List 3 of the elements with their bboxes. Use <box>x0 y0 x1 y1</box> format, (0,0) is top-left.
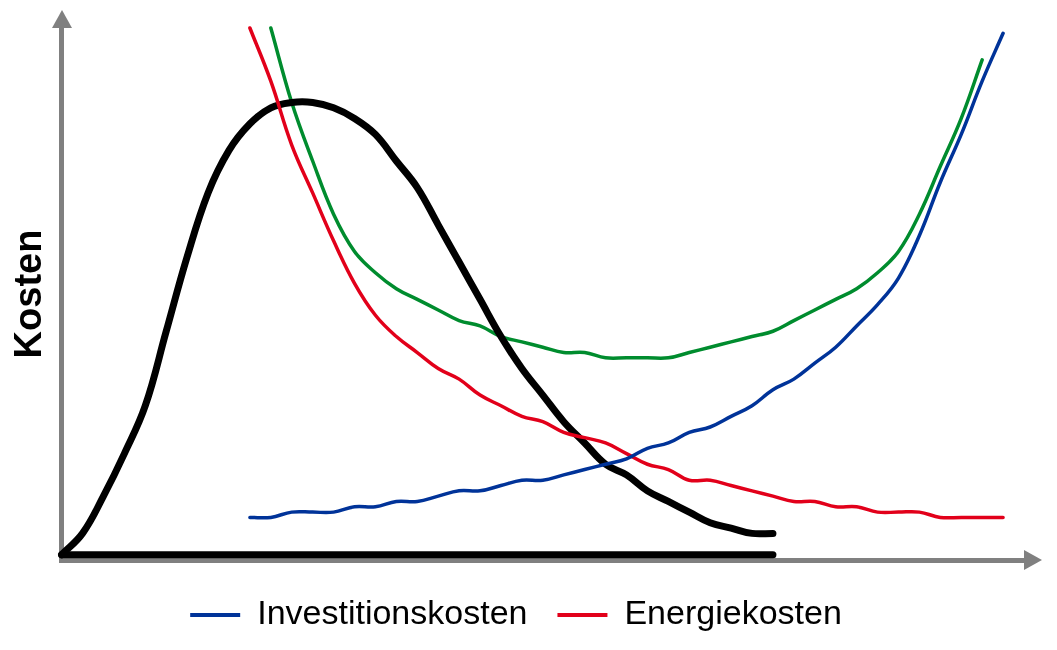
y-axis-title: Kosten <box>7 229 50 359</box>
legend-label: Energiekosten <box>624 593 842 632</box>
legend-label: Investitionskosten <box>257 593 528 632</box>
